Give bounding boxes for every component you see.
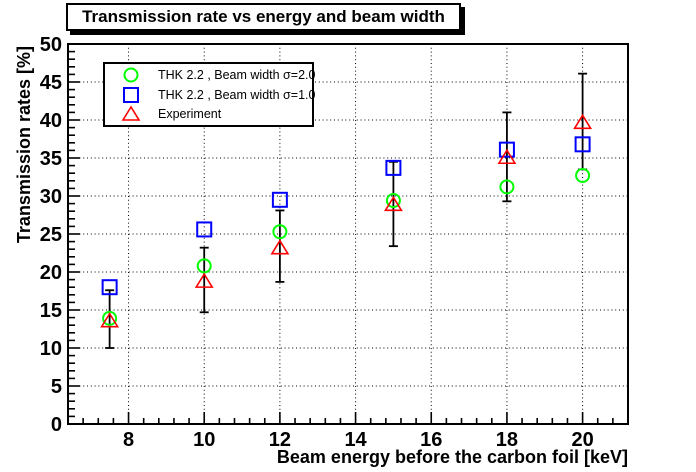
data-point-triangle	[100, 312, 120, 328]
data-point-square	[385, 159, 402, 176]
data-point-triangle	[194, 272, 214, 288]
x-tick-label: 10	[193, 429, 215, 451]
data-point-circle	[196, 258, 212, 274]
data-point-circle	[575, 167, 591, 183]
data-point-circle	[123, 67, 139, 83]
x-tick-label: 18	[496, 429, 518, 451]
data-point-triangle	[383, 195, 403, 212]
data-point-circle	[385, 193, 401, 209]
error-bar	[105, 289, 115, 349]
data-point-triangle	[573, 113, 593, 130]
y-tick-label: 35	[40, 148, 62, 170]
legend-item: THK 2.2 , Beam width σ=1.0	[105, 85, 316, 105]
chart-title-pave: Transmission rate vs energy and beam wid…	[66, 3, 461, 31]
error-bar	[275, 209, 285, 283]
legend-item-label: Experiment	[158, 107, 222, 122]
legend-item-label: THK 2.2 , Beam width σ=2.0	[158, 67, 316, 82]
y-tick-label: 25	[40, 224, 62, 246]
data-point-circle	[272, 224, 288, 240]
x-axis-title: Beam energy before the carbon foil [keV]	[277, 447, 628, 467]
data-point-circle	[102, 310, 118, 326]
x-tick-label: 14	[344, 429, 367, 451]
y-tick-label: 40	[40, 110, 62, 132]
y-axis-title: Transmission rates [%]	[14, 46, 34, 243]
legend-item: Experiment	[105, 104, 312, 124]
legend-item: THK 2.2 , Beam width σ=2.0	[105, 65, 316, 85]
y-tick-label: 0	[51, 414, 62, 436]
legend-marker-circle-icon	[123, 67, 139, 83]
legend-item-label: THK 2.2 , Beam width σ=1.0	[158, 87, 316, 102]
data-point-triangle	[121, 105, 141, 121]
data-point-square	[101, 279, 118, 296]
x-tick-label: 12	[269, 429, 291, 451]
y-tick-label: 20	[40, 262, 62, 284]
y-tick-label: 50	[40, 34, 62, 56]
x-tick-label: 20	[571, 429, 593, 451]
data-point-square	[574, 136, 591, 153]
legend: THK 2.2 , Beam width σ=2.0 THK 2.2 , Beam…	[103, 62, 316, 127]
data-point-square	[271, 191, 288, 208]
chart-title: Transmission rate vs energy and beam wid…	[82, 7, 445, 26]
y-tick-label: 10	[40, 338, 62, 360]
data-point-square	[498, 141, 515, 158]
legend-marker-square-icon	[123, 86, 139, 103]
data-point-square	[123, 86, 139, 103]
x-tick-label: 16	[420, 429, 442, 451]
data-point-circle	[499, 179, 515, 195]
data-point-triangle	[270, 239, 290, 255]
y-tick-label: 45	[40, 72, 62, 94]
x-tick-label: 8	[123, 429, 134, 451]
y-tick-label: 15	[40, 300, 62, 322]
data-point-triangle	[497, 148, 517, 165]
data-point-square	[196, 221, 213, 238]
y-tick-label: 30	[40, 186, 62, 208]
y-tick-label: 5	[51, 376, 62, 398]
legend-marker-triangle-icon	[121, 105, 141, 121]
